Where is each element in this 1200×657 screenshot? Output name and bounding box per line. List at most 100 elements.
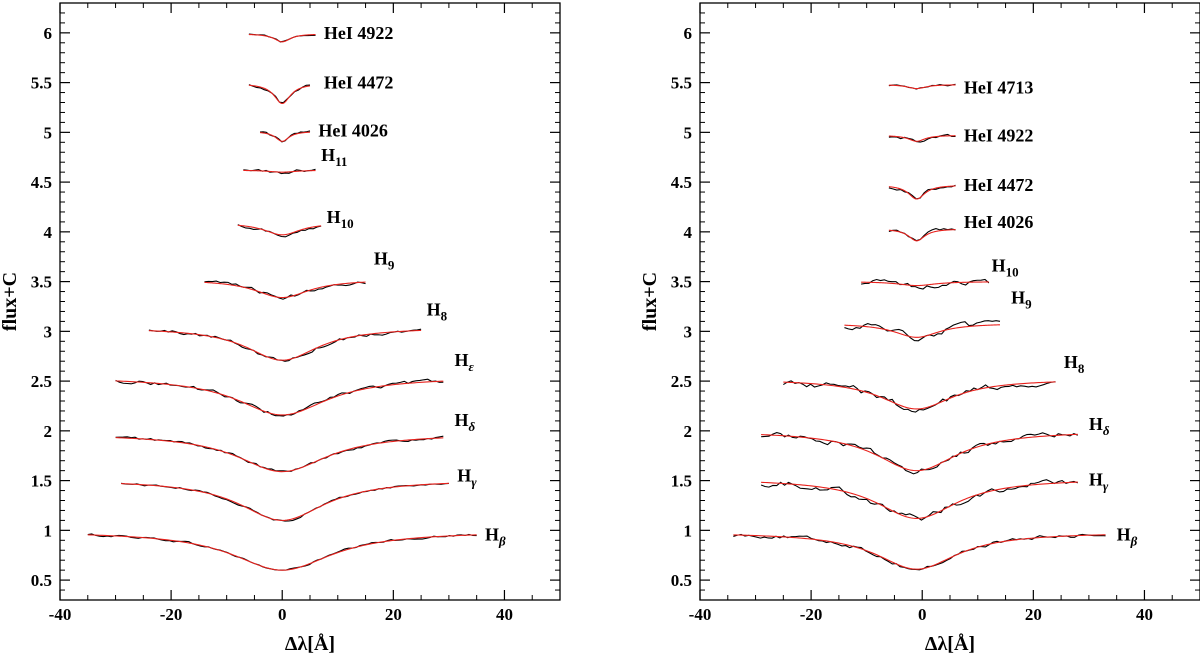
observed-spectrum-line <box>888 184 956 200</box>
x-tick-label: -20 <box>800 605 823 624</box>
line-label-main: H <box>1117 524 1131 544</box>
line-label: HeI 4472 <box>324 73 394 93</box>
y-tick-label: 2 <box>44 422 53 441</box>
line-label: H8 <box>427 299 448 323</box>
model-fit-line <box>888 135 956 142</box>
series-h9: H9 <box>204 249 395 300</box>
x-tick-label: 0 <box>918 605 927 624</box>
line-label: Hδ <box>1089 414 1110 438</box>
model-fit-line <box>87 534 477 571</box>
line-label: HeI 4026 <box>318 120 388 140</box>
series-hei-4713: HeI 4713 <box>888 78 1034 98</box>
y-tick-label: 0.5 <box>671 571 692 590</box>
line-label-subscript: β <box>1130 533 1138 548</box>
x-tick-label: 20 <box>385 605 402 624</box>
model-fit-line <box>148 329 422 361</box>
y-tick-label: 2 <box>684 422 693 441</box>
observed-spectrum-line <box>243 168 316 175</box>
line-label-subscript: ε <box>468 359 474 374</box>
line-label-main: HeI 4713 <box>964 78 1034 98</box>
line-label: HeI 4922 <box>964 125 1034 145</box>
line-label-subscript: γ <box>471 475 477 490</box>
x-tick-label: -40 <box>49 605 72 624</box>
model-fit-line <box>115 437 444 473</box>
series-hei-4922: HeI 4922 <box>888 125 1034 145</box>
model-fit-line <box>237 224 322 236</box>
series-h-: Hδ <box>115 410 475 473</box>
model-fit-line <box>888 84 956 90</box>
y-tick-label: 5.5 <box>671 74 692 93</box>
line-label-main: H <box>454 350 468 370</box>
y-tick-label: 6 <box>684 24 693 43</box>
y-tick-label: 5 <box>44 123 53 142</box>
model-fit-line <box>248 33 316 43</box>
line-label-main: HeI 4026 <box>318 120 388 140</box>
y-tick-label: 0.5 <box>31 571 52 590</box>
line-label-subscript: 9 <box>388 258 395 273</box>
model-fit-line <box>861 281 989 287</box>
line-label-main: H <box>992 256 1006 276</box>
observed-spectrum-line <box>204 280 366 300</box>
y-tick-label: 3 <box>684 322 693 341</box>
y-tick-label: 3 <box>44 322 53 341</box>
series-h10: H10 <box>237 207 354 238</box>
line-label-subscript: 8 <box>1078 361 1085 376</box>
line-label: Hβ <box>485 524 506 548</box>
line-label-main: HeI 4472 <box>324 73 394 93</box>
line-label-main: HeI 4026 <box>964 212 1034 232</box>
line-label: Hβ <box>1117 524 1138 548</box>
observed-spectrum-line <box>115 435 444 472</box>
line-label-subscript: β <box>498 533 506 548</box>
series-h-: Hε <box>115 350 474 417</box>
line-label: Hγ <box>1089 470 1109 494</box>
plot-frame <box>59 2 561 601</box>
model-fit-line <box>761 433 1078 472</box>
line-label: HeI 4713 <box>964 78 1034 98</box>
series-hei-4026: HeI 4026 <box>259 120 388 143</box>
line-label-main: H <box>1011 288 1025 308</box>
model-fit-line <box>783 381 1056 410</box>
observed-spectrum-line <box>87 533 477 571</box>
x-tick-label: 40 <box>1136 605 1153 624</box>
y-tick-label: 4.5 <box>671 173 692 192</box>
line-label-subscript: 8 <box>441 308 448 323</box>
line-label-subscript: δ <box>468 419 475 434</box>
panel-right: -40 -20 0 20 40 0.5 1 1.5 2 2.5 3 3.5 4 4.5 5 5.5 6 Δλ[Å]… <box>639 2 1200 655</box>
line-label-main: H <box>1064 352 1078 372</box>
panel-left: -40 -20 0 20 40 0.5 1 1.5 2 2.5 3 3.5 4 4.5 5 5.5 6 Δλ[Å]… <box>0 2 561 655</box>
series-h10: H10 <box>861 256 1019 290</box>
y-tick-label: 5.5 <box>31 74 52 93</box>
line-label: H8 <box>1064 352 1085 376</box>
series-h-: Hγ <box>121 466 477 522</box>
line-label-main: H <box>454 410 468 430</box>
series-h-: Hβ <box>87 524 506 571</box>
series-h9: H9 <box>844 288 1032 342</box>
line-label-subscript: 9 <box>1025 297 1032 312</box>
series-hei-4472: HeI 4472 <box>248 73 394 105</box>
line-label: H11 <box>321 145 347 169</box>
model-fit-line <box>121 482 449 521</box>
series-h8: H8 <box>148 299 448 362</box>
line-label-main: HeI 4922 <box>324 23 394 43</box>
y-tick-label: 4.5 <box>31 173 52 192</box>
series-hei-4026: HeI 4026 <box>888 212 1034 242</box>
observed-spectrum-line <box>844 320 1001 342</box>
x-tick-label: -20 <box>160 605 183 624</box>
line-label: H10 <box>327 207 354 231</box>
line-label-main: H <box>374 249 388 269</box>
model-fit-line <box>204 281 366 299</box>
y-tick-label: 2.5 <box>31 372 52 391</box>
y-axis-label: flux+C <box>639 272 661 331</box>
y-tick-label: 2.5 <box>671 372 692 391</box>
line-label: H10 <box>992 256 1019 280</box>
line-label-main: H <box>485 524 499 544</box>
line-label-main: HeI 4472 <box>964 175 1034 195</box>
x-axis-label: Δλ[Å] <box>925 632 975 655</box>
model-fit-line <box>844 324 1001 338</box>
line-label: HeI 4472 <box>964 175 1034 195</box>
x-tick-label: -40 <box>689 605 712 624</box>
line-label-subscript: γ <box>1103 479 1109 494</box>
observed-spectrum-line <box>783 380 1056 413</box>
y-tick-label: 1 <box>684 521 693 540</box>
